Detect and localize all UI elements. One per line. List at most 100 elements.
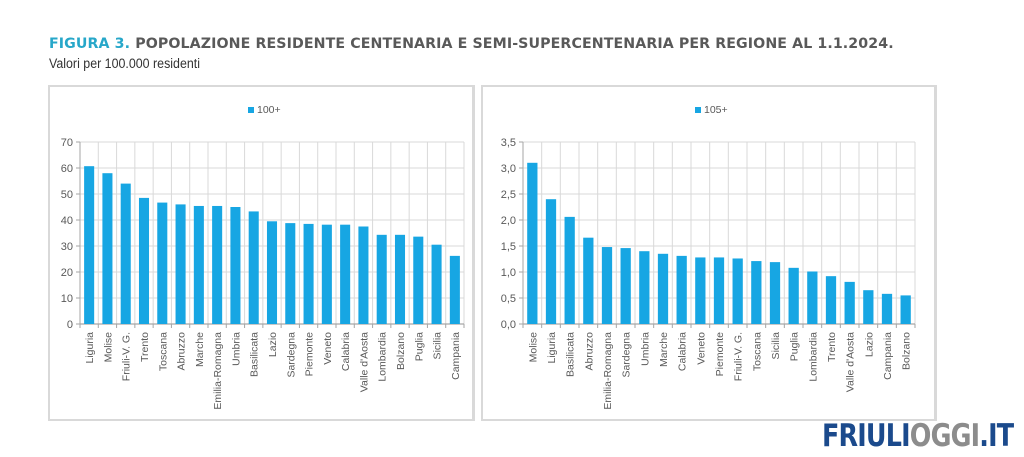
legend: 100+ [248, 104, 281, 116]
bar [248, 211, 259, 324]
y-tick-label: 0,5 [501, 293, 516, 305]
x-tick-label: Lombardia [807, 332, 819, 382]
y-tick-label: 1,0 [501, 267, 516, 279]
bar [175, 204, 186, 324]
bar-chart-105plus: 105+ 0,0 0,5 1,0 1,5 2,0 2,5 3,0 3,5 Molise Liguri… [501, 104, 916, 410]
bar [788, 267, 799, 324]
x-tick-label: Valle d'Aosta [845, 332, 857, 392]
x-tick-label: Sicilia [770, 332, 782, 360]
x-tick-label: Puglia [413, 332, 425, 361]
x-tick-label: Basilicata [249, 332, 261, 377]
x-tick-label: Lazio [863, 332, 875, 357]
y-tick-label: 60 [61, 163, 73, 175]
bar [564, 216, 575, 324]
bar [657, 253, 669, 324]
bar [732, 258, 743, 324]
x-tick-label: Campania [450, 332, 462, 380]
legend-swatch [695, 107, 701, 113]
figure-title-text: POPOLAZIONE RESIDENTE CENTENARIA E SEMI-… [135, 36, 894, 52]
bar [413, 236, 424, 324]
x-tick-label: Calabria [340, 332, 352, 371]
x-tick-label: Trento [826, 332, 838, 362]
bar [676, 255, 687, 324]
x-tick-label: Basilicata [565, 332, 577, 377]
x-tick-label: Piemonte [304, 332, 316, 377]
bar [321, 224, 332, 324]
y-tick-label: 10 [61, 293, 73, 305]
x-tick-label: Marche [194, 332, 206, 367]
x-tick-label: Liguria [546, 332, 558, 364]
bar [84, 166, 95, 324]
bar [340, 224, 351, 324]
x-tick-label: Veneto [322, 332, 334, 365]
bar [825, 276, 837, 324]
x-tick-label: Bolzano [395, 332, 407, 370]
bar [376, 234, 387, 324]
y-tick-label: 70 [61, 137, 73, 149]
legend-label: 100+ [257, 104, 281, 116]
x-tick-label: Sardegna [621, 332, 633, 378]
bar [881, 293, 893, 324]
friulioggi-logo: FRIULIOGGI.IT [822, 418, 1014, 454]
y-tick-label: 2,5 [501, 189, 516, 201]
bar [713, 257, 725, 324]
x-tick-label: Lombardia [377, 332, 389, 382]
bar [844, 281, 855, 324]
bar [303, 223, 314, 324]
x-tick-label: Liguria [84, 332, 96, 364]
bar [157, 202, 168, 324]
bar [193, 205, 204, 324]
y-tick-label: 3,0 [501, 163, 516, 175]
x-tick-label: Abruzzo [176, 332, 188, 371]
logo-part-it: .IT [979, 418, 1014, 454]
bar [394, 234, 406, 324]
bar [358, 226, 369, 324]
x-tick-label: Molise [102, 332, 114, 363]
y-tick-label: 2,0 [501, 215, 516, 227]
x-tick-label: Bolzano [901, 332, 913, 370]
bar [545, 199, 557, 324]
y-tick-label: 40 [61, 215, 73, 227]
x-tick-label: Campania [882, 332, 894, 380]
x-tick-label: Umbria [230, 332, 242, 366]
x-tick-label: Friuli-V. G. [121, 332, 133, 381]
bar-chart-100plus: 100+ 0 10 20 30 40 50 60 70 Liguria Molise Friuli-V… [61, 104, 465, 410]
logo-part-oggi: OGGI [909, 418, 980, 454]
bar [230, 207, 241, 324]
bar [769, 262, 781, 324]
x-tick-label: Veneto [695, 332, 707, 365]
legend-swatch [248, 107, 254, 113]
bar [807, 271, 818, 324]
x-tick-label: Calabria [677, 332, 689, 371]
legend-label: 105+ [704, 104, 728, 116]
logo-part-friuli: FRIULI [822, 418, 911, 454]
x-tick-label: Lazio [267, 332, 279, 357]
bar [120, 183, 131, 324]
x-tick-label: Valle d'Aosta [358, 332, 370, 392]
bar [583, 237, 594, 324]
bar [527, 162, 538, 324]
bar [431, 244, 442, 324]
bar [212, 205, 223, 324]
figure-title: FIGURA 3. POPOLAZIONE RESIDENTE CENTENAR… [49, 36, 894, 52]
figure-label: FIGURA 3. [49, 36, 131, 52]
y-tick-label: 3,5 [501, 137, 516, 149]
x-tick-label: Toscana [157, 332, 169, 371]
x-tick-label: Friuli-V. G. [733, 332, 745, 381]
chart-panel-100plus: 100+ 0 10 20 30 40 50 60 70 Liguria Molise Friuli-V… [48, 85, 475, 421]
bar [285, 223, 296, 324]
bar [900, 295, 911, 324]
x-tick-label: Sardegna [285, 332, 297, 378]
bar [620, 248, 631, 324]
bar [138, 197, 150, 324]
x-tick-label: Trento [139, 332, 151, 362]
x-tick-label: Toscana [751, 332, 763, 371]
x-tick-label: Piemonte [714, 332, 726, 377]
bar [751, 261, 762, 324]
x-tick-label: Emilia-Romagna [602, 332, 614, 410]
x-tick-label: Emilia-Romagna [212, 332, 224, 410]
x-tick-label: Abruzzo [583, 332, 595, 371]
y-tick-label: 30 [61, 241, 73, 253]
bar [639, 251, 650, 324]
y-tick-label: 20 [61, 267, 73, 279]
